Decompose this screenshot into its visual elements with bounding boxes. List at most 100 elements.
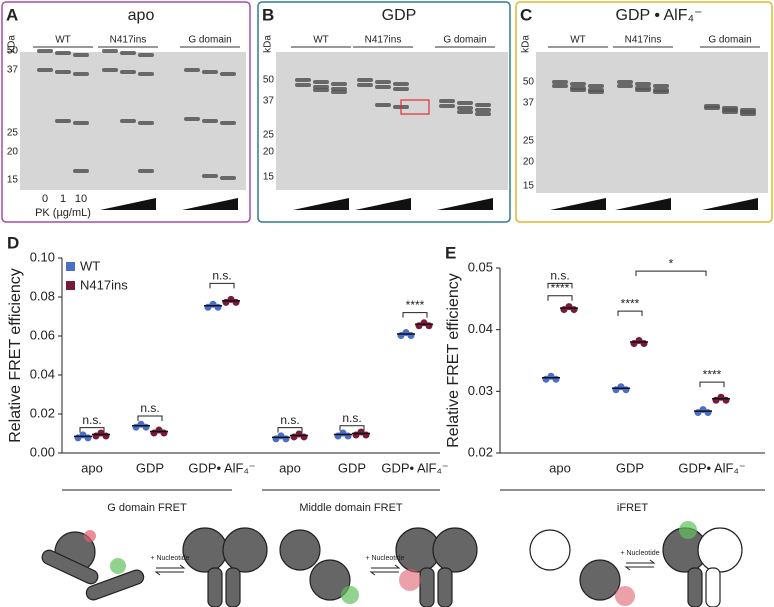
band [313,80,329,84]
data-point [300,433,308,441]
significance-label: **** [703,367,722,381]
band [73,169,89,173]
schematic-caption: + Nucleotide [150,555,189,562]
kda-marker: 50 [263,75,275,86]
significance-label: n.s. [550,269,569,283]
band [552,84,568,88]
dose-wedge [293,198,349,210]
band [457,110,473,114]
x-tick-label: apo [279,460,301,475]
x-tick-label: GDP• AlF₄⁻ [381,460,448,475]
band [393,87,409,91]
kda-marker: 20 [263,147,275,158]
kda-marker: 50 [7,46,19,57]
dose-wedge [550,198,606,210]
band [635,82,651,86]
significance-label: * [669,256,674,270]
band [357,83,373,87]
data-point [362,431,370,439]
band [313,88,329,92]
band [457,101,473,105]
band [220,121,236,125]
band [740,112,756,116]
band [73,53,89,57]
y-tick-label: 0.04 [468,321,493,336]
kda-marker: 20 [523,157,535,168]
band [138,121,154,125]
unit-label: kDa [263,35,274,53]
x-tick-label: GDP [616,460,644,475]
schematic-caption: + Nucleotide [365,555,404,562]
data-point [722,396,730,404]
x-tick-label: GDP• AlF₄⁻ [188,460,255,475]
y-tick-label: 0.00 [30,444,55,459]
unit-label: kDa [7,35,18,53]
band [375,80,391,84]
lane-group: WT [570,35,586,46]
significance-bracket [277,427,303,433]
data-point [425,322,433,330]
data-point [282,435,290,443]
band [570,82,586,86]
y-tick-label: 0.03 [468,383,493,398]
lane-group: N417ins [365,35,402,46]
band [37,49,53,53]
data-point [640,340,648,347]
band [393,82,409,86]
y-tick-label: 0.10 [30,249,55,264]
data-point [552,375,560,383]
x-tick-label: GDP [338,460,366,475]
band [617,84,633,88]
data-point [344,432,352,440]
data-point [84,434,92,442]
band [102,49,118,53]
band [588,84,604,88]
kda-marker: 37 [263,96,275,107]
unit-label: kDa [521,35,532,53]
band [202,70,218,74]
significance-label: n.s. [82,413,101,427]
schematic-caption: + Nucleotide [620,550,659,557]
dose-wedge [615,198,671,210]
band [635,88,651,92]
y-tick-label: 0.02 [468,444,493,459]
y-axis-title: Relative FRET efficiency [445,273,462,448]
band [653,90,669,94]
band [202,174,218,178]
dose: 10 [75,193,87,205]
panel-label: D [7,233,19,252]
data-point [622,386,630,394]
significance-bracket [547,282,573,289]
band [184,117,200,121]
data-point [704,409,712,417]
significance-bracket [79,427,105,433]
data-point [407,332,415,340]
panel-border [1,1,251,223]
band [552,80,568,84]
band [375,85,391,89]
band [375,103,391,107]
y-tick-label: 0.05 [468,259,493,274]
band [475,103,491,107]
panel-border [515,1,773,223]
kda-marker: 50 [523,77,535,88]
panel-title: GDP • AlF₄⁻ [616,7,703,24]
data-point [102,432,110,440]
highlight-box [400,99,430,115]
band [475,108,491,112]
significance-bracket [635,270,707,277]
x-tick-label: GDP• AlF₄⁻ [678,460,745,475]
legend-swatch [66,281,75,290]
band [653,84,669,88]
legend-swatch [66,262,75,271]
band [120,51,136,55]
lane-group: G domain [188,35,231,46]
dose-label: PK (µg/mL) [35,207,91,219]
band [295,83,311,87]
band [138,169,154,173]
panel-title: apo [128,7,155,24]
dose-wedge [437,198,493,210]
lane-group: G domain [708,35,751,46]
y-axis-title: Relative FRET efficiency [7,268,24,443]
